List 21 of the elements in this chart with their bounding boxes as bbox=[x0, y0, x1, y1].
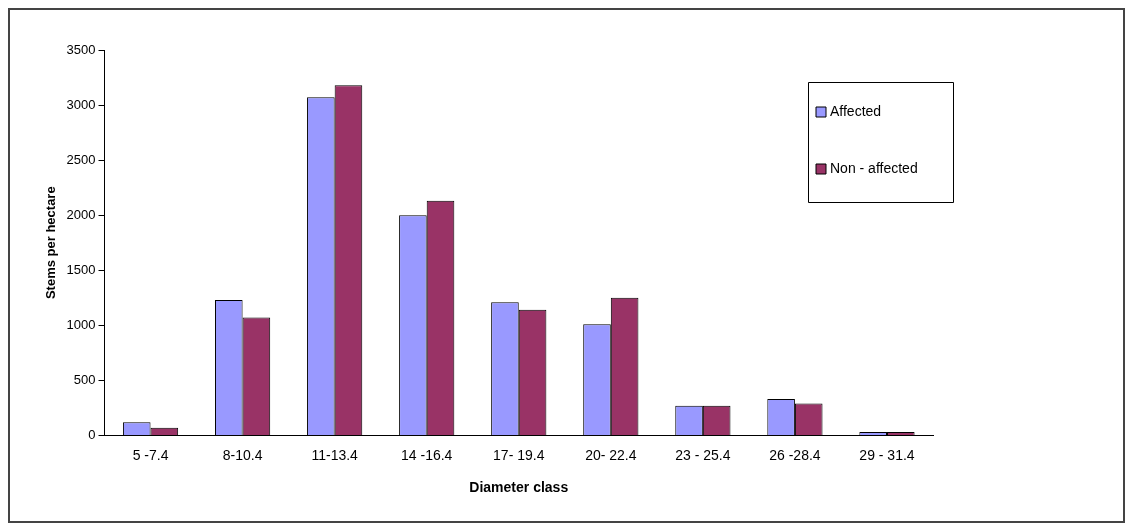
y-tick-label: 500 bbox=[73, 371, 96, 387]
x-tick-label: 11-13.4 bbox=[311, 446, 359, 463]
x-tick-label: 8-10.4 bbox=[222, 446, 263, 463]
y-tick-label: 1000 bbox=[66, 316, 96, 332]
x-tick-label: 26 -28.4 bbox=[769, 446, 821, 463]
legend-label: Non - affected bbox=[830, 159, 918, 176]
y-tick-label: 2500 bbox=[66, 151, 96, 167]
x-tick-label: 29 - 31.4 bbox=[859, 446, 915, 463]
x-axis-title: Diameter class bbox=[469, 479, 569, 496]
x-tick-label: 14 -16.4 bbox=[401, 446, 453, 463]
legend-label: Affected bbox=[830, 102, 882, 119]
y-tick-label: 3000 bbox=[66, 96, 96, 112]
y-tick-label: 2000 bbox=[66, 206, 96, 222]
y-tick-label: 1500 bbox=[66, 261, 96, 277]
x-tick-label: 23 - 25.4 bbox=[675, 446, 731, 463]
y-tick-label: 0 bbox=[88, 426, 96, 442]
x-tick-label: 5 -7.4 bbox=[132, 446, 169, 463]
x-tick-label: 17- 19.4 bbox=[493, 446, 545, 463]
y-axis-title: Stems per hectare bbox=[43, 186, 59, 300]
x-tick-label: 20- 22.4 bbox=[585, 446, 637, 463]
y-tick-label: 3500 bbox=[66, 41, 96, 57]
